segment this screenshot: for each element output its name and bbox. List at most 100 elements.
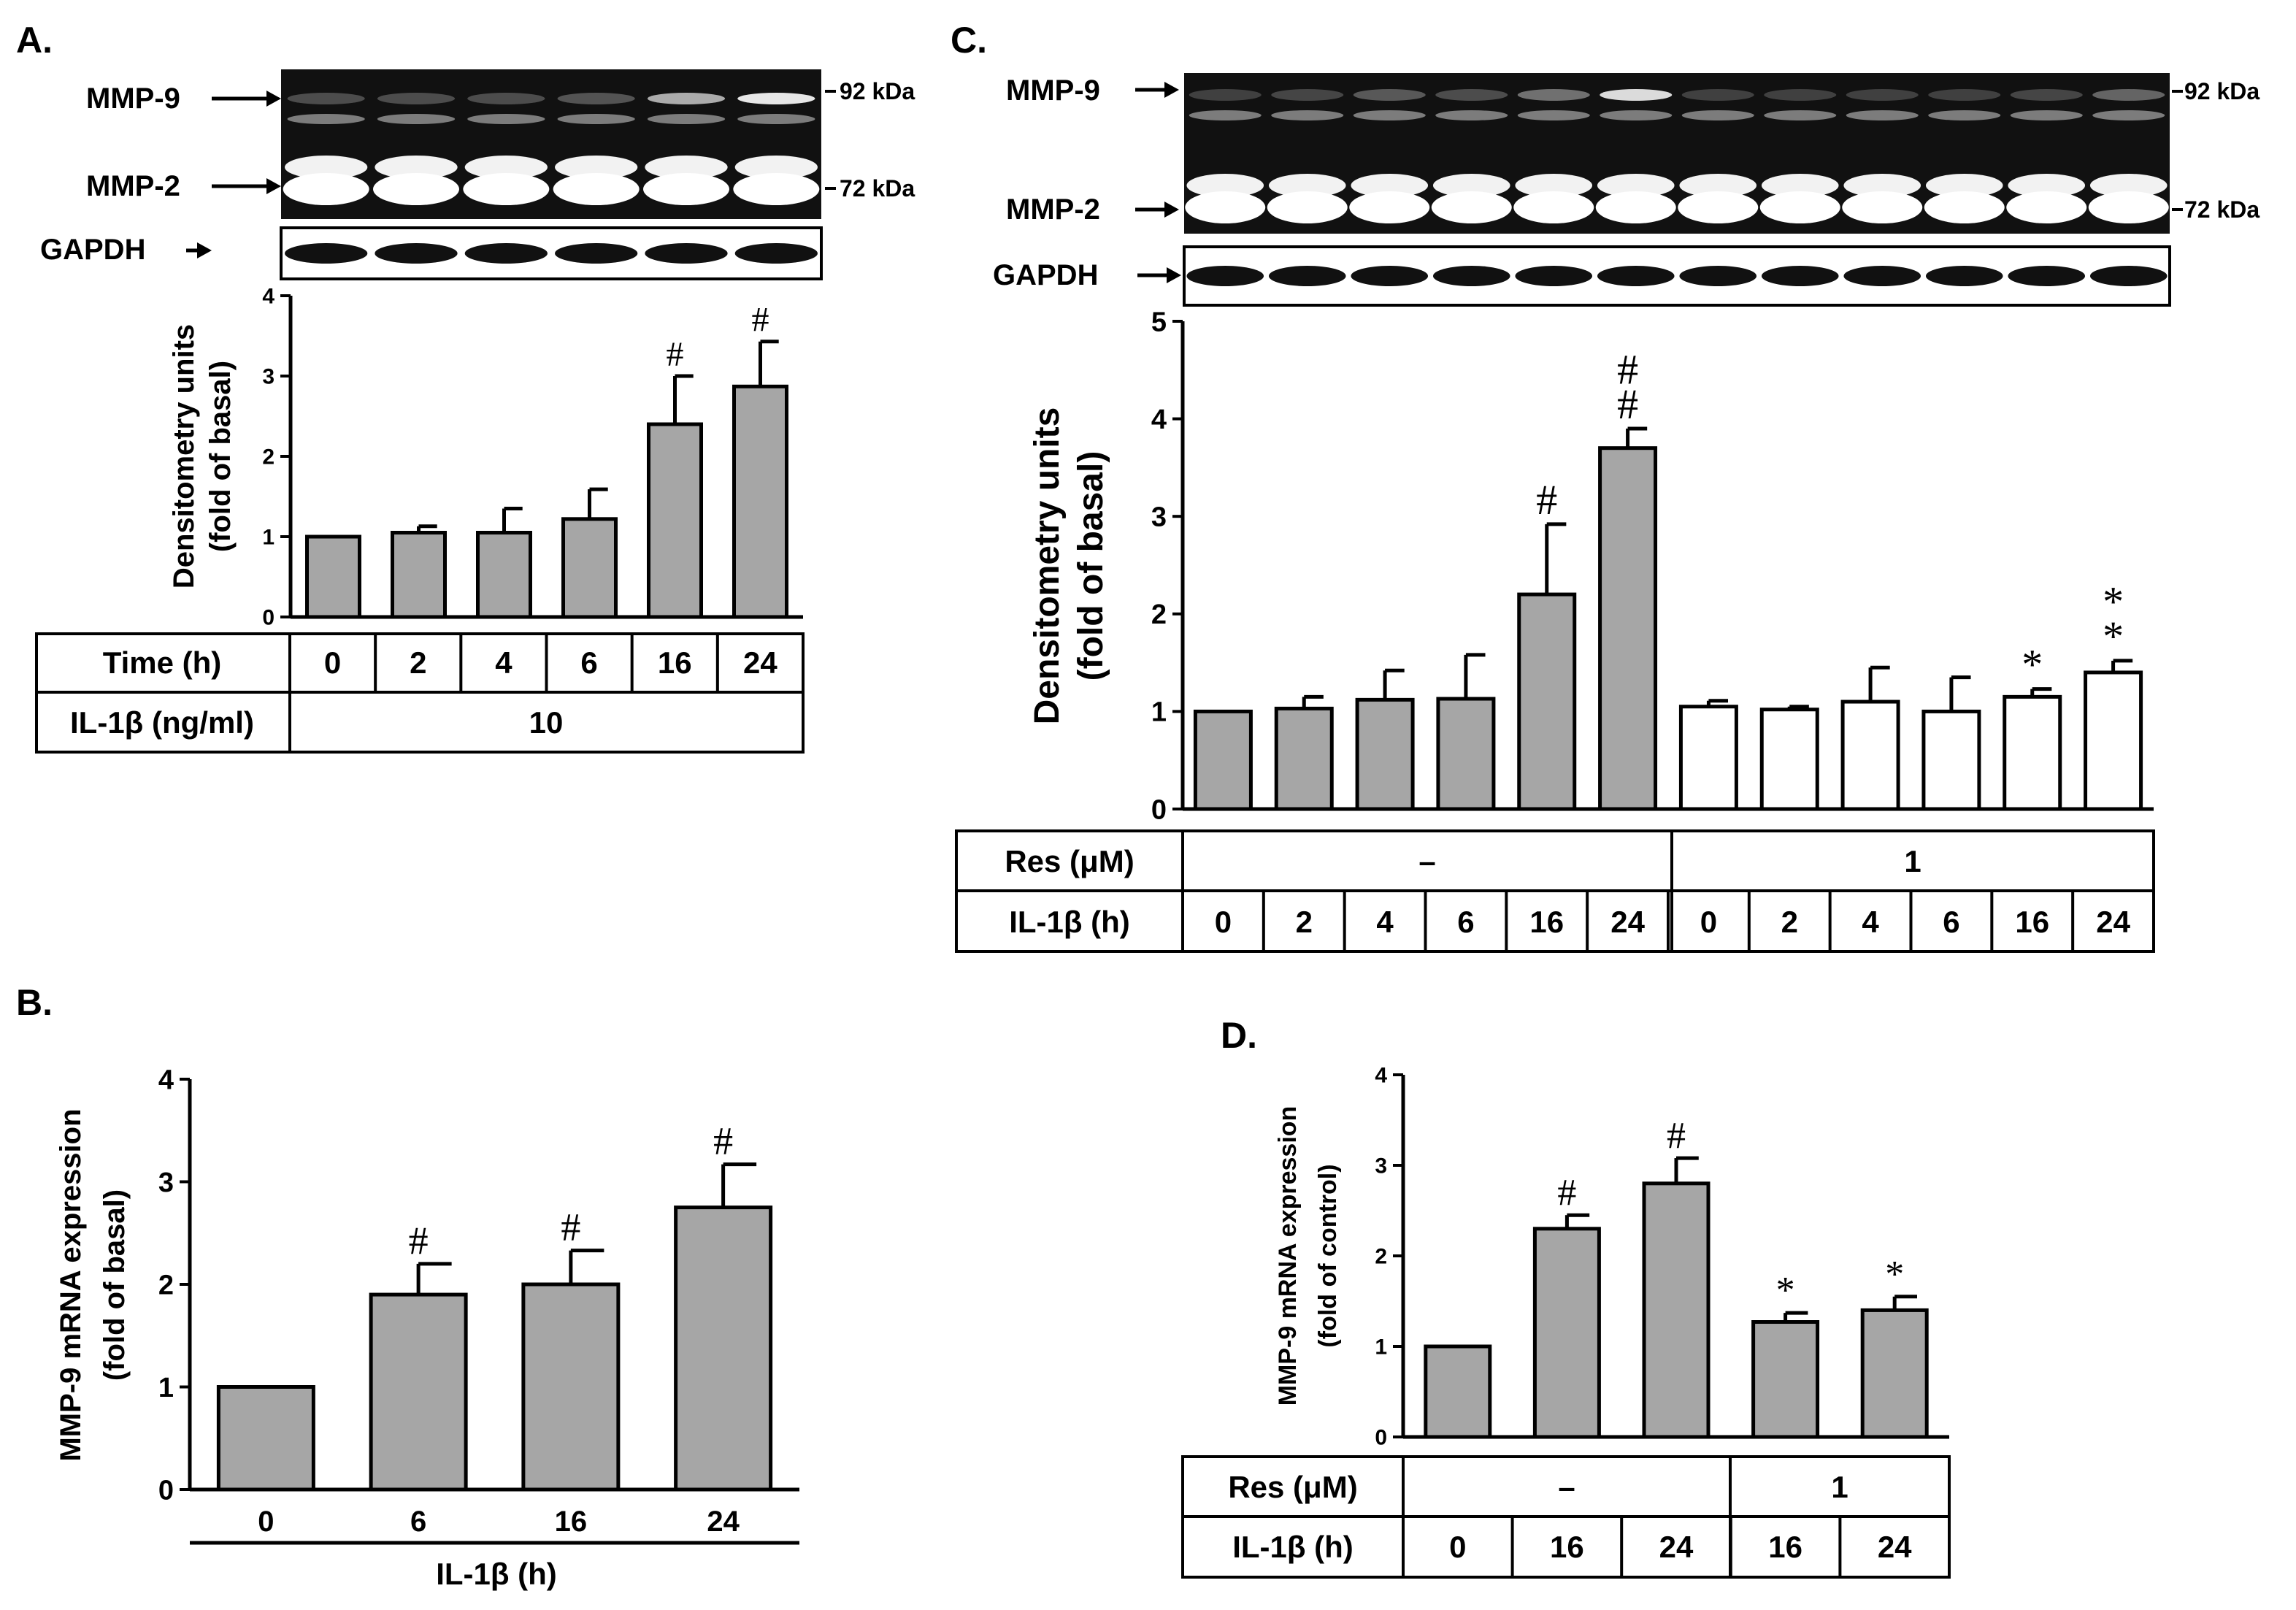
table-cell: 24: [743, 645, 778, 680]
mmp9-lower-band: [2010, 110, 2083, 120]
mmp9-band: [1764, 89, 1837, 101]
y-axis-label-line2: (fold of basal): [204, 361, 237, 552]
y-tick-label: 4: [1151, 405, 1167, 435]
arrow-icon: [1135, 82, 1179, 98]
mmp2-band-upper: [2089, 174, 2168, 197]
y-tick-label: 4: [262, 285, 274, 309]
table-cell: 16: [658, 645, 692, 680]
gapdh-band: [1843, 266, 1921, 286]
gapdh-band: [734, 243, 818, 264]
gapdh-band: [1761, 266, 1839, 286]
mmp9-lower-band: [1435, 110, 1508, 120]
mmp9-band: [377, 93, 456, 104]
table-a-row1-label: Time (h): [103, 645, 222, 680]
mmp9-band: [467, 93, 545, 104]
gapdh-band: [375, 243, 458, 264]
blot-c-mmp9-label: MMP-9: [1006, 74, 1100, 107]
table-cell: 2: [1296, 905, 1313, 939]
mmp9-band: [287, 93, 365, 104]
table-d-group2: 1: [1831, 1470, 1848, 1504]
arrow-icon: [212, 178, 281, 194]
significance-mark: *: [2022, 641, 2043, 689]
mmp9-lower-band: [1600, 110, 1673, 120]
y-axis-label: Densitometry units (fold of basal): [168, 324, 237, 589]
significance-mark: #: [752, 301, 769, 340]
bar: [1759, 708, 1819, 811]
mmp9-lower-band: [287, 114, 365, 124]
bar: [1193, 709, 1253, 811]
blot-a-mmp9-label: MMP-9: [86, 83, 180, 115]
y-tick-label: 5: [1151, 307, 1167, 337]
table-cell: 4: [1862, 905, 1879, 939]
mmp2-band-upper: [1432, 174, 1510, 197]
bar: [1921, 709, 1981, 811]
mmp9-band: [1435, 89, 1508, 101]
table-cell: 0: [1215, 905, 1232, 939]
gapdh-band: [1679, 266, 1757, 286]
mmp9-band: [1517, 89, 1590, 101]
mmp9-lower-band: [1681, 110, 1754, 120]
bar: [1274, 706, 1334, 811]
table-cell: 0: [1700, 905, 1717, 939]
table-cell: 0: [1449, 1530, 1466, 1564]
bar: [1678, 705, 1738, 811]
mmp9-lower-band: [2092, 110, 2165, 120]
y-tick-label: 1: [1151, 697, 1167, 728]
y-tick-label: 1: [1375, 1335, 1387, 1360]
blot-c-mmp2-label: MMP-2: [1006, 193, 1100, 226]
mmp2-band-upper: [1597, 174, 1675, 197]
bar: [1424, 1344, 1492, 1439]
bar: [647, 422, 703, 619]
mmp2-band-upper: [464, 156, 548, 179]
table-cell: 24: [1878, 1530, 1912, 1564]
table-cell: 6: [580, 645, 597, 680]
bar: [1517, 592, 1577, 811]
table-cell: 16: [2015, 905, 2049, 939]
gapdh-band: [1597, 266, 1675, 286]
mmp2-band: [1267, 191, 1348, 223]
bar: [1598, 446, 1658, 811]
gapdh-band: [1515, 266, 1593, 286]
mmp9-lower-band: [737, 114, 815, 124]
significance-mark: *: [2103, 578, 2124, 625]
significance-mark: #: [1557, 1172, 1576, 1214]
y-tick-label: 2: [262, 445, 274, 469]
mmp2-band-upper: [375, 156, 458, 179]
bar: [1436, 697, 1496, 811]
y-tick-label: 4: [1375, 1064, 1387, 1088]
x-tick-label: 0: [258, 1506, 274, 1538]
y-tick-label: 2: [1151, 599, 1167, 630]
table-cell: 6: [1457, 905, 1474, 939]
table-d-row1-label: Res (μM): [1228, 1470, 1357, 1504]
bar: [305, 534, 361, 619]
table-c-row2: 0 2 4 6 16 24 0 2 4 6 16 24: [1215, 891, 2131, 951]
mmp2-band-upper: [285, 156, 368, 179]
blot-a-gapdh-bands: [285, 243, 818, 264]
blot-c-gapdh-bands: [1186, 266, 2168, 286]
table-cell: 4: [495, 645, 512, 680]
gapdh-band: [2008, 266, 2086, 286]
table-d: Res (μM) IL-1β (h) – 1 0 16 24 16 24: [1181, 1455, 1951, 1579]
panel-a: A. MMP-9 MMP-2 GAPDH 92 kDa 72 kDa 0 1 2 3 4…: [16, 20, 915, 754]
table-cell: 16: [1550, 1530, 1584, 1564]
table-d-row2-label: IL-1β (h): [1232, 1530, 1354, 1564]
chart-b-xlabel: IL-1β (h): [436, 1557, 557, 1591]
chart-c: 0 1 2 3 4 5 Densitometry units (fold of basal) #…: [1028, 307, 2154, 825]
bar: [216, 1385, 315, 1492]
gapdh-band: [464, 243, 548, 264]
blot-c-gapdh-box: [1183, 245, 2171, 307]
mmp2-band-upper: [1925, 174, 2003, 197]
bar: [391, 531, 447, 619]
blot-a: MMP-9 MMP-2 GAPDH 92 kDa 72 kDa: [40, 69, 915, 280]
table-cell: 24: [1610, 905, 1645, 939]
y-tick-label: 2: [1375, 1245, 1387, 1269]
significance-mark: #: [409, 1219, 429, 1262]
arrow-icon: [1135, 202, 1179, 218]
mmp2-band: [643, 173, 729, 205]
significance-mark: #: [713, 1119, 733, 1163]
table-a-row2-value: 10: [529, 705, 564, 740]
mmp9-lower-band: [1928, 110, 2001, 120]
bar: [2084, 670, 2143, 811]
mmp9-band: [737, 93, 815, 104]
blot-a-kda92: 92 kDa: [840, 78, 915, 104]
